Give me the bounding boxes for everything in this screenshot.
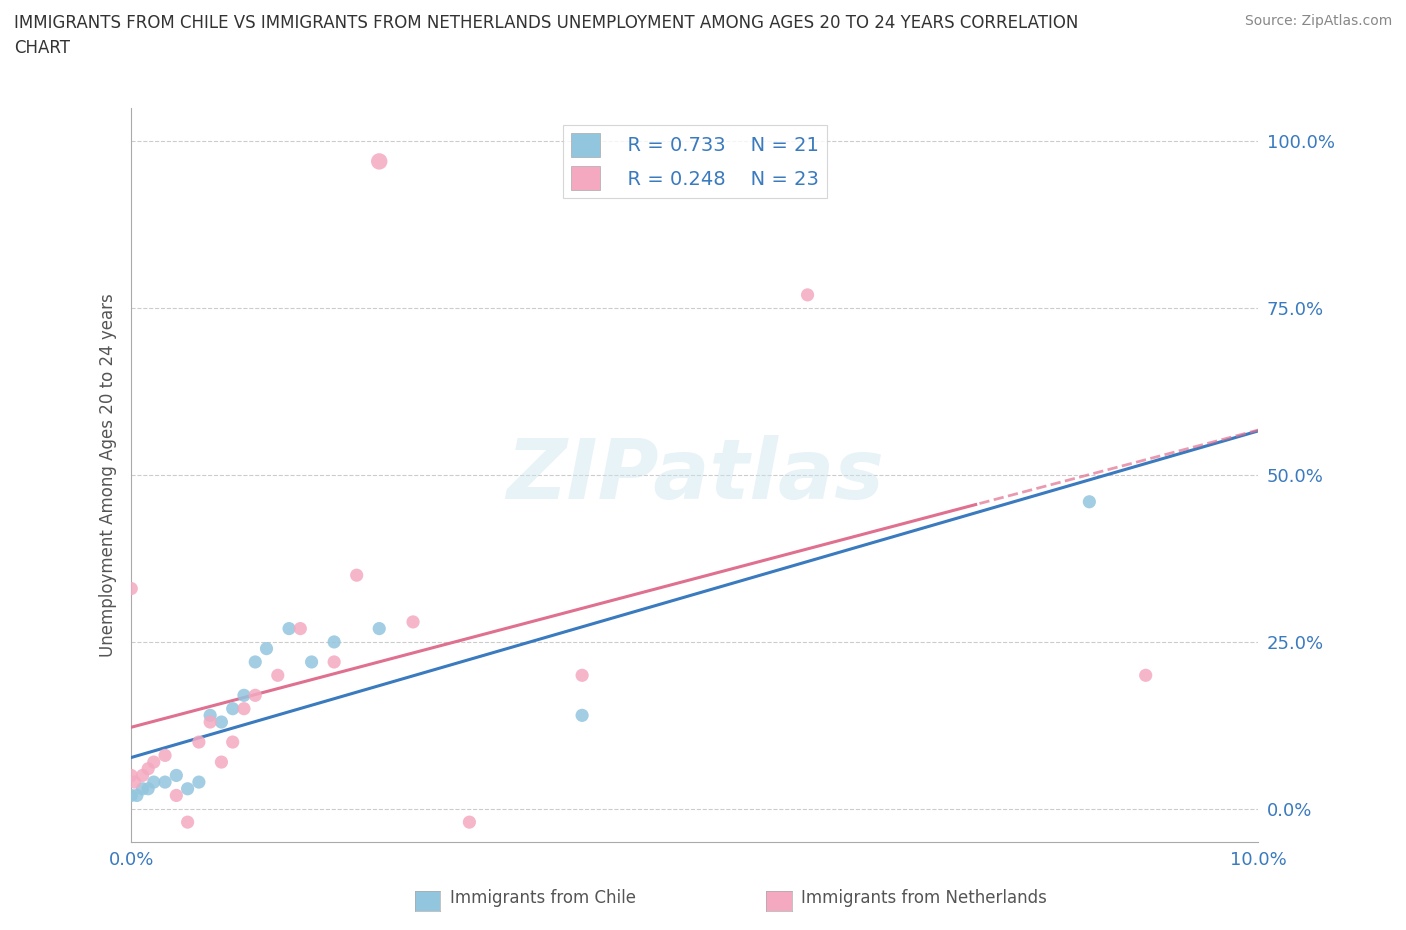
Point <box>142 775 165 790</box>
Point <box>1135 668 1157 683</box>
Point <box>187 735 209 750</box>
Point <box>136 762 159 777</box>
Point <box>368 621 391 636</box>
Point <box>571 668 593 683</box>
Point <box>368 154 391 169</box>
Point <box>131 768 153 783</box>
Point <box>267 668 290 683</box>
Point <box>245 688 267 703</box>
Point <box>402 615 425 630</box>
Point <box>142 754 165 769</box>
Point <box>323 634 346 649</box>
Point <box>120 768 142 783</box>
Point <box>222 735 245 750</box>
Point <box>125 788 148 803</box>
Point <box>458 815 481 830</box>
Point <box>136 781 159 796</box>
Point <box>290 621 312 636</box>
Point <box>124 775 146 790</box>
Point <box>153 775 176 790</box>
Point <box>796 287 818 302</box>
Point <box>120 581 142 596</box>
Point <box>209 714 232 729</box>
Point <box>346 567 368 582</box>
Point <box>233 701 256 716</box>
Point <box>165 768 187 783</box>
Point <box>131 781 153 796</box>
Point <box>278 621 301 636</box>
Text: Immigrants from Chile: Immigrants from Chile <box>450 889 636 907</box>
Point <box>198 708 221 723</box>
Point <box>176 815 198 830</box>
Point <box>176 781 198 796</box>
Y-axis label: Unemployment Among Ages 20 to 24 years: Unemployment Among Ages 20 to 24 years <box>100 293 117 657</box>
Text: Immigrants from Netherlands: Immigrants from Netherlands <box>801 889 1047 907</box>
Point <box>165 788 187 803</box>
Point <box>153 748 176 763</box>
Point <box>187 775 209 790</box>
Point <box>301 655 323 670</box>
Point <box>323 655 346 670</box>
Point <box>571 708 593 723</box>
Text: ZIPatlas: ZIPatlas <box>506 434 884 515</box>
Point <box>256 641 278 656</box>
Point <box>209 754 232 769</box>
Point <box>245 655 267 670</box>
Point <box>198 714 221 729</box>
Legend:   R = 0.733    N = 21,   R = 0.248    N = 23: R = 0.733 N = 21, R = 0.248 N = 23 <box>562 125 827 198</box>
Text: Source: ZipAtlas.com: Source: ZipAtlas.com <box>1244 14 1392 28</box>
Point <box>233 688 256 703</box>
Text: IMMIGRANTS FROM CHILE VS IMMIGRANTS FROM NETHERLANDS UNEMPLOYMENT AMONG AGES 20 : IMMIGRANTS FROM CHILE VS IMMIGRANTS FROM… <box>14 14 1078 57</box>
Point <box>222 701 245 716</box>
Point <box>120 788 142 803</box>
Point <box>1078 495 1101 510</box>
